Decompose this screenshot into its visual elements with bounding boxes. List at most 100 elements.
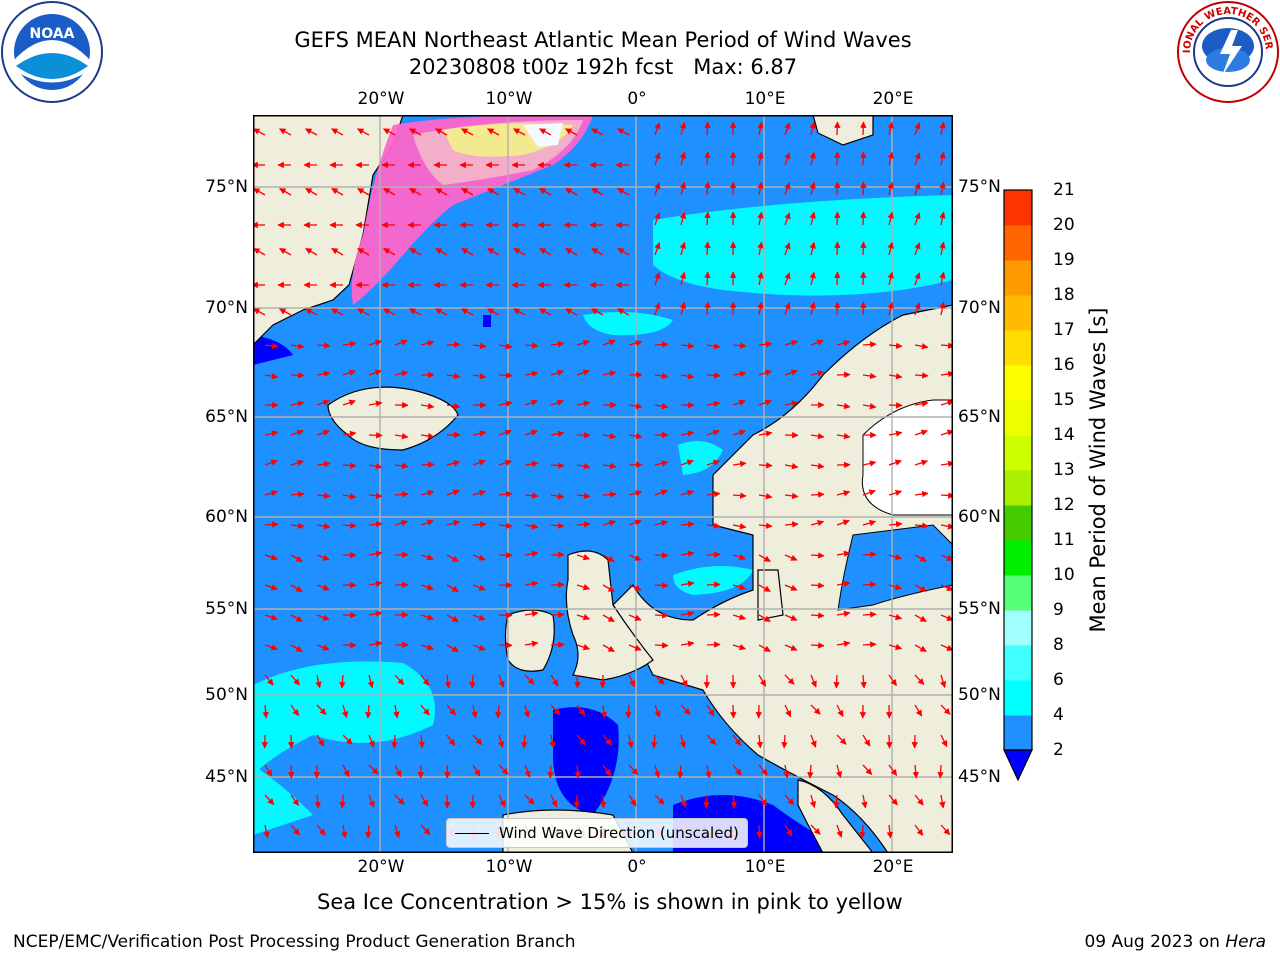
wave-direction-arrow	[365, 704, 372, 719]
wave-direction-arrow	[888, 342, 903, 349]
wave-direction-arrow	[940, 704, 951, 715]
wave-direction-arrow	[472, 734, 483, 745]
wave-direction-arrow	[409, 128, 422, 136]
wave-direction-arrow	[550, 581, 565, 588]
wave-direction-arrow	[487, 247, 500, 256]
wave-direction-arrow	[576, 369, 590, 376]
wave-direction-arrow	[591, 247, 604, 256]
lat-label-left: 45°N	[205, 767, 248, 787]
wave-direction-arrow	[550, 493, 565, 500]
wave-direction-arrow	[914, 152, 921, 166]
wave-direction-arrow	[888, 613, 903, 621]
colorbar-tick-label: 14	[1053, 425, 1075, 445]
wave-direction-arrow	[472, 430, 487, 437]
wave-direction-arrow	[704, 151, 711, 166]
wave-direction-arrow	[758, 614, 771, 622]
wave-direction-arrow	[264, 674, 274, 686]
wave-direction-arrow	[706, 734, 717, 746]
wave-direction-arrow	[836, 580, 851, 587]
wave-direction-arrow	[461, 128, 474, 136]
colorbar-band	[1004, 295, 1032, 331]
wave-direction-arrow	[654, 152, 661, 166]
wave-direction-arrow	[679, 181, 687, 196]
wave-direction-arrow	[565, 247, 578, 256]
colorbar-tick-label: 2	[1053, 740, 1064, 760]
wave-direction-arrow	[498, 522, 513, 529]
lat-label-left: 65°N	[205, 407, 248, 427]
wave-direction-arrow	[264, 372, 279, 380]
wave-direction-arrow	[732, 429, 746, 436]
wave-direction-arrow	[888, 674, 898, 687]
wave-direction-arrow	[784, 704, 792, 718]
wave-direction-arrow	[290, 554, 303, 563]
wave-direction-arrow	[602, 432, 617, 440]
wave-direction-arrow	[316, 704, 327, 715]
wave-direction-arrow	[331, 187, 344, 196]
wave-direction-arrow	[703, 794, 710, 809]
wave-direction-arrow	[472, 489, 487, 497]
wave-direction-arrow	[264, 489, 279, 497]
wave-direction-arrow	[435, 187, 448, 196]
wave-direction-arrow	[706, 343, 721, 350]
wave-direction-arrow	[784, 644, 798, 651]
lat-label-left: 50°N	[205, 685, 248, 705]
wave-direction-arrow	[654, 674, 665, 685]
wave-direction-arrow	[836, 610, 851, 617]
wave-direction-arrow	[809, 301, 816, 316]
wave-direction-arrow	[446, 372, 461, 380]
colorbar-label: Mean Period of Wind Waves [s]	[1086, 307, 1110, 633]
wave-direction-arrow	[524, 429, 538, 436]
wave-direction-arrow	[784, 521, 799, 528]
wave-direction-arrow	[706, 581, 721, 588]
wave-direction-arrow	[680, 794, 687, 808]
credit-date-text: 09 Aug 2023 on	[1084, 932, 1226, 952]
wave-direction-arrow	[264, 521, 279, 528]
wave-direction-arrow	[279, 187, 292, 196]
wave-direction-arrow	[316, 429, 331, 436]
wave-direction-arrow	[862, 611, 877, 618]
legend: Wind Wave Direction (unscaled)	[446, 818, 748, 848]
wave-direction-arrow	[576, 734, 586, 746]
wave-direction-arrow	[914, 459, 929, 466]
wave-direction-arrow	[331, 308, 344, 316]
colorbar-band	[1004, 365, 1032, 401]
wave-direction-arrow	[784, 463, 799, 470]
wave-direction-arrow	[393, 824, 401, 839]
wave-direction-arrow	[862, 341, 877, 348]
wave-direction-arrow	[263, 824, 270, 839]
wave-direction-arrow	[939, 271, 946, 286]
wave-direction-arrow	[391, 734, 398, 749]
wave-direction-arrow	[368, 640, 383, 647]
wave-direction-arrow	[756, 734, 763, 749]
wave-direction-arrow	[810, 491, 825, 498]
wave-direction-arrow	[513, 308, 526, 316]
wave-direction-arrow	[264, 794, 275, 805]
ocean-wave-map	[253, 115, 953, 853]
colorbar-band	[1004, 715, 1032, 751]
wave-direction-arrow	[409, 308, 422, 316]
wave-direction-arrow	[316, 584, 330, 591]
wave-direction-arrow	[472, 584, 486, 591]
wave-direction-arrow	[654, 341, 669, 348]
colorbar-tick-label: 13	[1053, 460, 1075, 480]
lon-label-top: 20°W	[357, 89, 405, 109]
lat-label-right: 65°N	[958, 407, 1001, 427]
wave-direction-arrow	[732, 492, 747, 499]
wave-direction-arrow	[253, 187, 266, 196]
wave-direction-arrow	[758, 341, 773, 348]
wave-direction-arrow	[368, 794, 375, 808]
wave-direction-arrow	[914, 400, 929, 408]
wave-direction-arrow	[758, 522, 773, 529]
wave-direction-arrow	[914, 302, 921, 316]
wave-direction-arrow	[628, 764, 639, 776]
wave-direction-arrow	[264, 342, 279, 350]
wave-direction-arrow	[939, 301, 946, 316]
wave-direction-arrow	[602, 644, 615, 653]
wave-direction-arrow	[550, 794, 558, 808]
wave-direction-arrow	[565, 128, 578, 136]
wave-direction-arrow	[704, 211, 711, 226]
colorbar-tick-label: 21	[1053, 180, 1075, 200]
wave-direction-arrow	[316, 370, 331, 378]
wave-direction-arrow	[342, 430, 357, 438]
colorbar-tick-label: 6	[1053, 670, 1064, 690]
